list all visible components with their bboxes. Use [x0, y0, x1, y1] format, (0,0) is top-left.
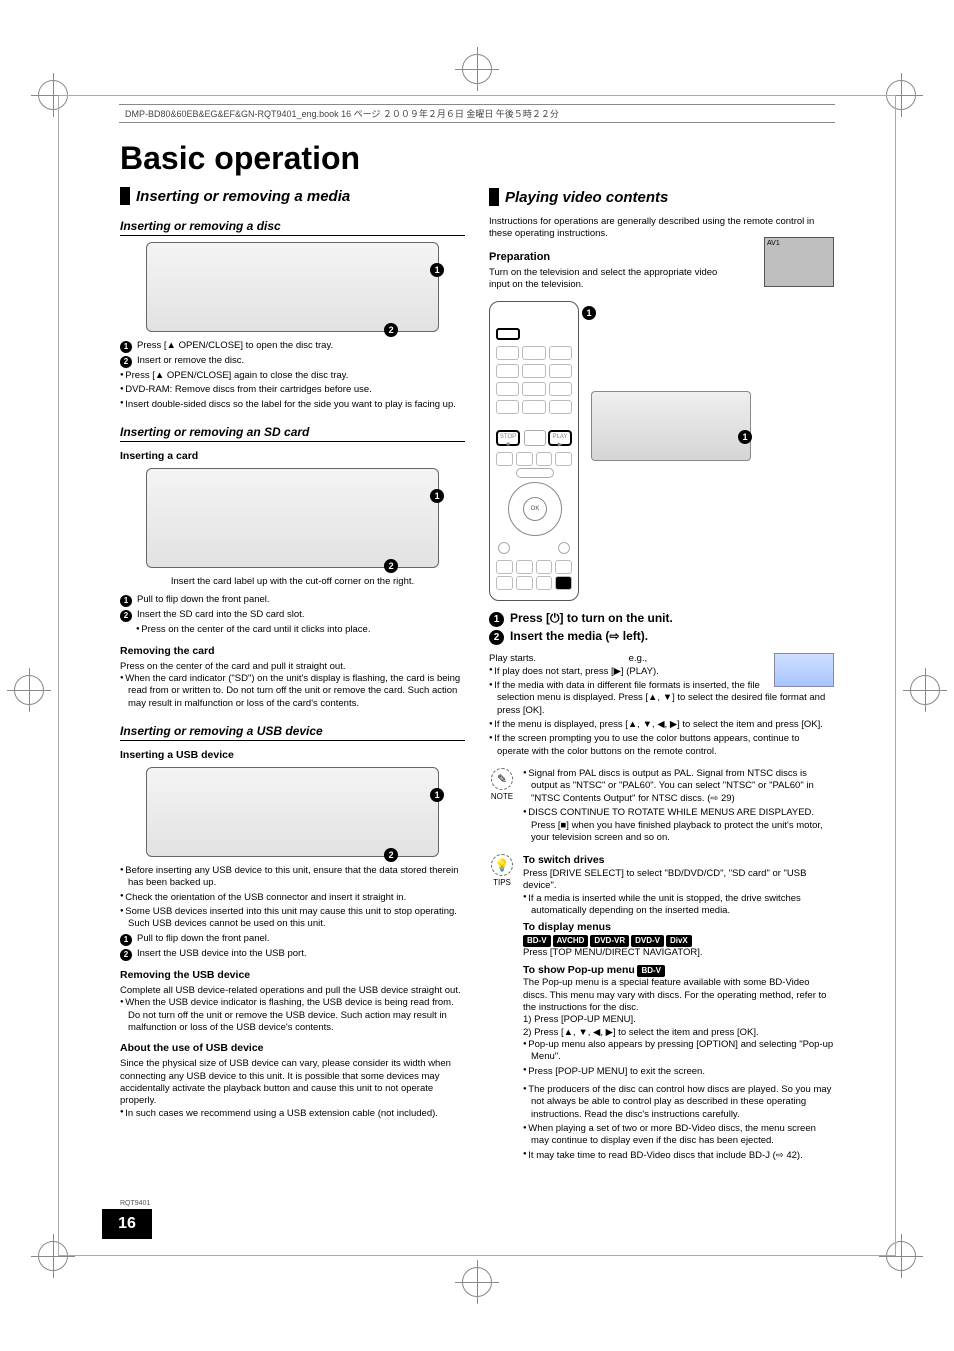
player-unit-diagram: 1: [591, 391, 751, 461]
disc-notes: Press [▲ OPEN/CLOSE] again to close the …: [120, 370, 465, 411]
popup-menu-button-icon: [516, 468, 554, 478]
page-number: 16: [102, 1209, 152, 1239]
page-content: Basic operation Inserting or removing a …: [120, 140, 834, 1231]
sd-caption: Insert the card label up with the cut-of…: [120, 576, 465, 594]
ok-ring-icon: [508, 482, 562, 536]
tips-icon: 💡: [491, 854, 513, 876]
disc-steps: 1Press [▲ OPEN/CLOSE] to open the disc t…: [120, 340, 465, 368]
sd-steps: 1Pull to flip down the front panel. 2Ins…: [120, 594, 465, 622]
play-block: Play starts. e.g., If play does not star…: [489, 653, 834, 760]
play-button-icon: PLAY▶: [548, 430, 572, 446]
usb-about-p: Since the physical size of USB device ca…: [120, 1058, 465, 1107]
section-playing: Playing video contents: [489, 188, 834, 206]
usb-pre-notes: Before inserting any USB device to this …: [120, 865, 465, 931]
right-column: Playing video contents Instructions for …: [489, 140, 834, 1231]
heading-sd: Inserting or removing an SD card: [120, 425, 465, 442]
main-steps: 1Press [⏻] to turn on the unit. 2Insert …: [489, 611, 834, 645]
page-title: Basic operation: [120, 140, 465, 177]
heading-usb: Inserting or removing a USB device: [120, 724, 465, 741]
sd-remove-h: Removing the card: [120, 645, 465, 657]
usb-insert-h: Inserting a USB device: [120, 749, 465, 761]
stop-button-icon: STOP■: [496, 430, 520, 446]
example-thumb: [774, 653, 834, 687]
format-badges: BD-VAVCHDDVD-VRDVD-VDivX: [523, 935, 834, 947]
remote-player-diagram: 1 STOP■ PLAY▶ 1: [489, 301, 834, 601]
section-inserting: Inserting or removing a media: [120, 187, 465, 205]
usb-steps: 1Pull to flip down the front panel. 2Ins…: [120, 933, 465, 961]
usb-remove-notes: When the USB device indicator is flashin…: [120, 997, 465, 1034]
tips-block: 💡 TIPS To switch drives Press [DRIVE SEL…: [489, 854, 834, 1164]
sd-remove-notes: When the card indicator ("SD") on the un…: [120, 673, 465, 710]
pause-button-icon: [524, 430, 546, 446]
note-icon: ✎: [491, 768, 513, 790]
usb-remove-h: Removing the USB device: [120, 969, 465, 981]
usb-remove-p: Complete all USB device-related operatio…: [120, 985, 465, 997]
heading-disc: Inserting or removing a disc: [120, 219, 465, 236]
preparation-text: Turn on the television and select the ap…: [489, 267, 724, 292]
usb-about-h: About the use of USB device: [120, 1042, 465, 1054]
figure-disc-tray: 12: [146, 242, 439, 332]
usb-about-notes: In such cases we recommend using a USB e…: [120, 1108, 465, 1120]
sd-subnote: Press on the center of the card until it…: [120, 624, 465, 636]
sd-insert-h: Inserting a card: [120, 450, 465, 462]
option-button-icon: [498, 542, 510, 554]
doc-code: RQT9401: [120, 1200, 150, 1207]
remote-control-diagram: 1 STOP■ PLAY▶: [489, 301, 579, 601]
figure-sd-slot: 12: [146, 468, 439, 568]
tv-diagram: AV1: [764, 237, 834, 287]
figure-usb-port: 12: [146, 767, 439, 857]
open-close-button-icon: [496, 328, 520, 340]
note-block: ✎ NOTE Signal from PAL discs is output a…: [489, 768, 834, 846]
left-column: Basic operation Inserting or removing a …: [120, 140, 465, 1231]
print-header: DMP-BD80&60EB&EG&EF&GN-RQT9401_eng.book …: [119, 104, 835, 123]
sd-remove-p: Press on the center of the card and pull…: [120, 661, 465, 673]
return-button-icon: [558, 542, 570, 554]
